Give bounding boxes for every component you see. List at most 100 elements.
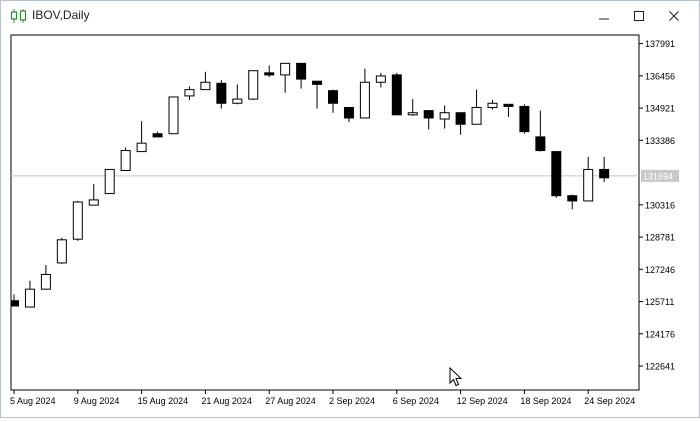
candle — [551, 151, 562, 198]
candle-body-bullish — [168, 96, 179, 135]
candle — [104, 168, 115, 195]
candle-body-bullish — [407, 112, 418, 116]
candle — [232, 84, 243, 105]
candle-body-bearish — [503, 103, 514, 107]
candle-body-bearish — [535, 136, 546, 152]
candle — [487, 100, 498, 110]
minimize-button[interactable] — [587, 1, 621, 31]
candle — [471, 89, 482, 125]
candle — [136, 121, 147, 153]
candle — [535, 110, 546, 152]
chart-area[interactable]: 131694 137991 136456 134921 133386 130316 128… — [1, 31, 699, 417]
candle-body-bearish — [152, 133, 163, 138]
x-tick-label: 6 Sep 2024 — [393, 396, 439, 406]
x-tick-label: 2 Sep 2024 — [329, 396, 375, 406]
candle-body-bullish — [232, 98, 243, 104]
candle-body-bullish — [88, 199, 99, 206]
candle-body-bearish — [519, 105, 530, 133]
candle — [567, 194, 578, 210]
candle — [88, 184, 99, 206]
candle-body-bullish — [40, 273, 51, 290]
candlestick-chart-icon — [10, 9, 27, 23]
candle-body-bearish — [343, 106, 354, 119]
current-price-badge — [641, 169, 679, 182]
candle-body-bullish — [72, 201, 83, 240]
candle — [24, 280, 35, 308]
candle-body-bullish — [487, 102, 498, 108]
candle — [40, 265, 51, 290]
candle — [359, 68, 370, 119]
y-tick-label: 122641 — [645, 362, 675, 372]
candle — [11, 294, 19, 307]
maximize-button[interactable] — [622, 1, 656, 31]
candle-body-bullish — [200, 81, 211, 91]
y-tick-label: 133386 — [645, 136, 675, 146]
y-tick-label: 137991 — [645, 39, 675, 49]
y-tick-label: 136456 — [645, 71, 675, 81]
y-tick-label: 134921 — [645, 104, 675, 114]
candle — [152, 131, 163, 138]
candle — [583, 156, 594, 202]
maximize-icon — [634, 11, 644, 21]
candle — [375, 72, 386, 88]
candle — [72, 200, 83, 241]
mouse-cursor-icon — [449, 367, 463, 387]
x-tick-label: 15 Aug 2024 — [138, 396, 189, 406]
candle — [439, 105, 450, 129]
window-title: IBOV,Daily — [32, 8, 90, 22]
candle-body-bearish — [216, 82, 227, 104]
candlestick-chart[interactable]: 131694 137991 136456 134921 133386 130316 128… — [1, 31, 699, 417]
candle — [56, 237, 67, 264]
candle — [455, 112, 466, 135]
candle-body-bullish — [583, 168, 594, 202]
candle — [423, 110, 434, 130]
x-tick-label: 18 Sep 2024 — [520, 396, 571, 406]
candle — [248, 70, 259, 101]
y-tick-label: 125711 — [645, 297, 674, 307]
close-icon — [669, 11, 679, 21]
candle-body-bullish — [56, 239, 67, 264]
x-tick-label: 24 Sep 2024 — [584, 396, 635, 406]
candle — [280, 62, 291, 93]
candle — [391, 72, 402, 116]
x-tick-label: 5 Aug 2024 — [10, 396, 56, 406]
x-tick-label: 27 Aug 2024 — [265, 396, 316, 406]
candle — [264, 65, 275, 78]
title-bar[interactable]: IBOV,Daily — [1, 1, 699, 31]
candle-body-bearish — [328, 90, 338, 104]
candle-body-bullish — [136, 142, 147, 153]
candle-body-bullish — [120, 150, 131, 171]
y-tick-label: 127246 — [645, 265, 675, 275]
candle-body-bearish — [423, 110, 434, 119]
candle-body-bullish — [439, 112, 450, 120]
candle-body-bullish — [248, 70, 259, 100]
candle — [503, 103, 514, 117]
candle-body-bullish — [471, 106, 482, 125]
candle-body-bearish — [455, 112, 466, 125]
candle — [184, 86, 195, 101]
candle — [312, 80, 323, 109]
minimize-icon — [599, 18, 609, 20]
close-button[interactable] — [657, 1, 691, 31]
candle-body-bearish — [551, 151, 562, 197]
x-tick-label: 12 Sep 2024 — [457, 396, 508, 406]
candle-body-bearish — [599, 168, 610, 179]
candle — [343, 106, 354, 123]
candle-body-bullish — [184, 89, 195, 97]
candle — [599, 156, 610, 183]
candle — [407, 99, 418, 116]
candle-body-bearish — [11, 300, 19, 307]
candle-body-bearish — [296, 62, 307, 80]
x-tick-label: 21 Aug 2024 — [201, 396, 252, 406]
candle-body-bullish — [359, 81, 370, 119]
current-price-label: 131694 — [643, 171, 673, 181]
candle — [168, 96, 179, 135]
y-tick-label: 130316 — [645, 200, 675, 210]
plot-frame — [10, 34, 640, 391]
candle — [328, 89, 338, 113]
candle — [200, 71, 211, 91]
x-tick-label: 9 Aug 2024 — [74, 396, 120, 406]
candle — [519, 104, 530, 134]
candle-body-bearish — [264, 72, 275, 76]
